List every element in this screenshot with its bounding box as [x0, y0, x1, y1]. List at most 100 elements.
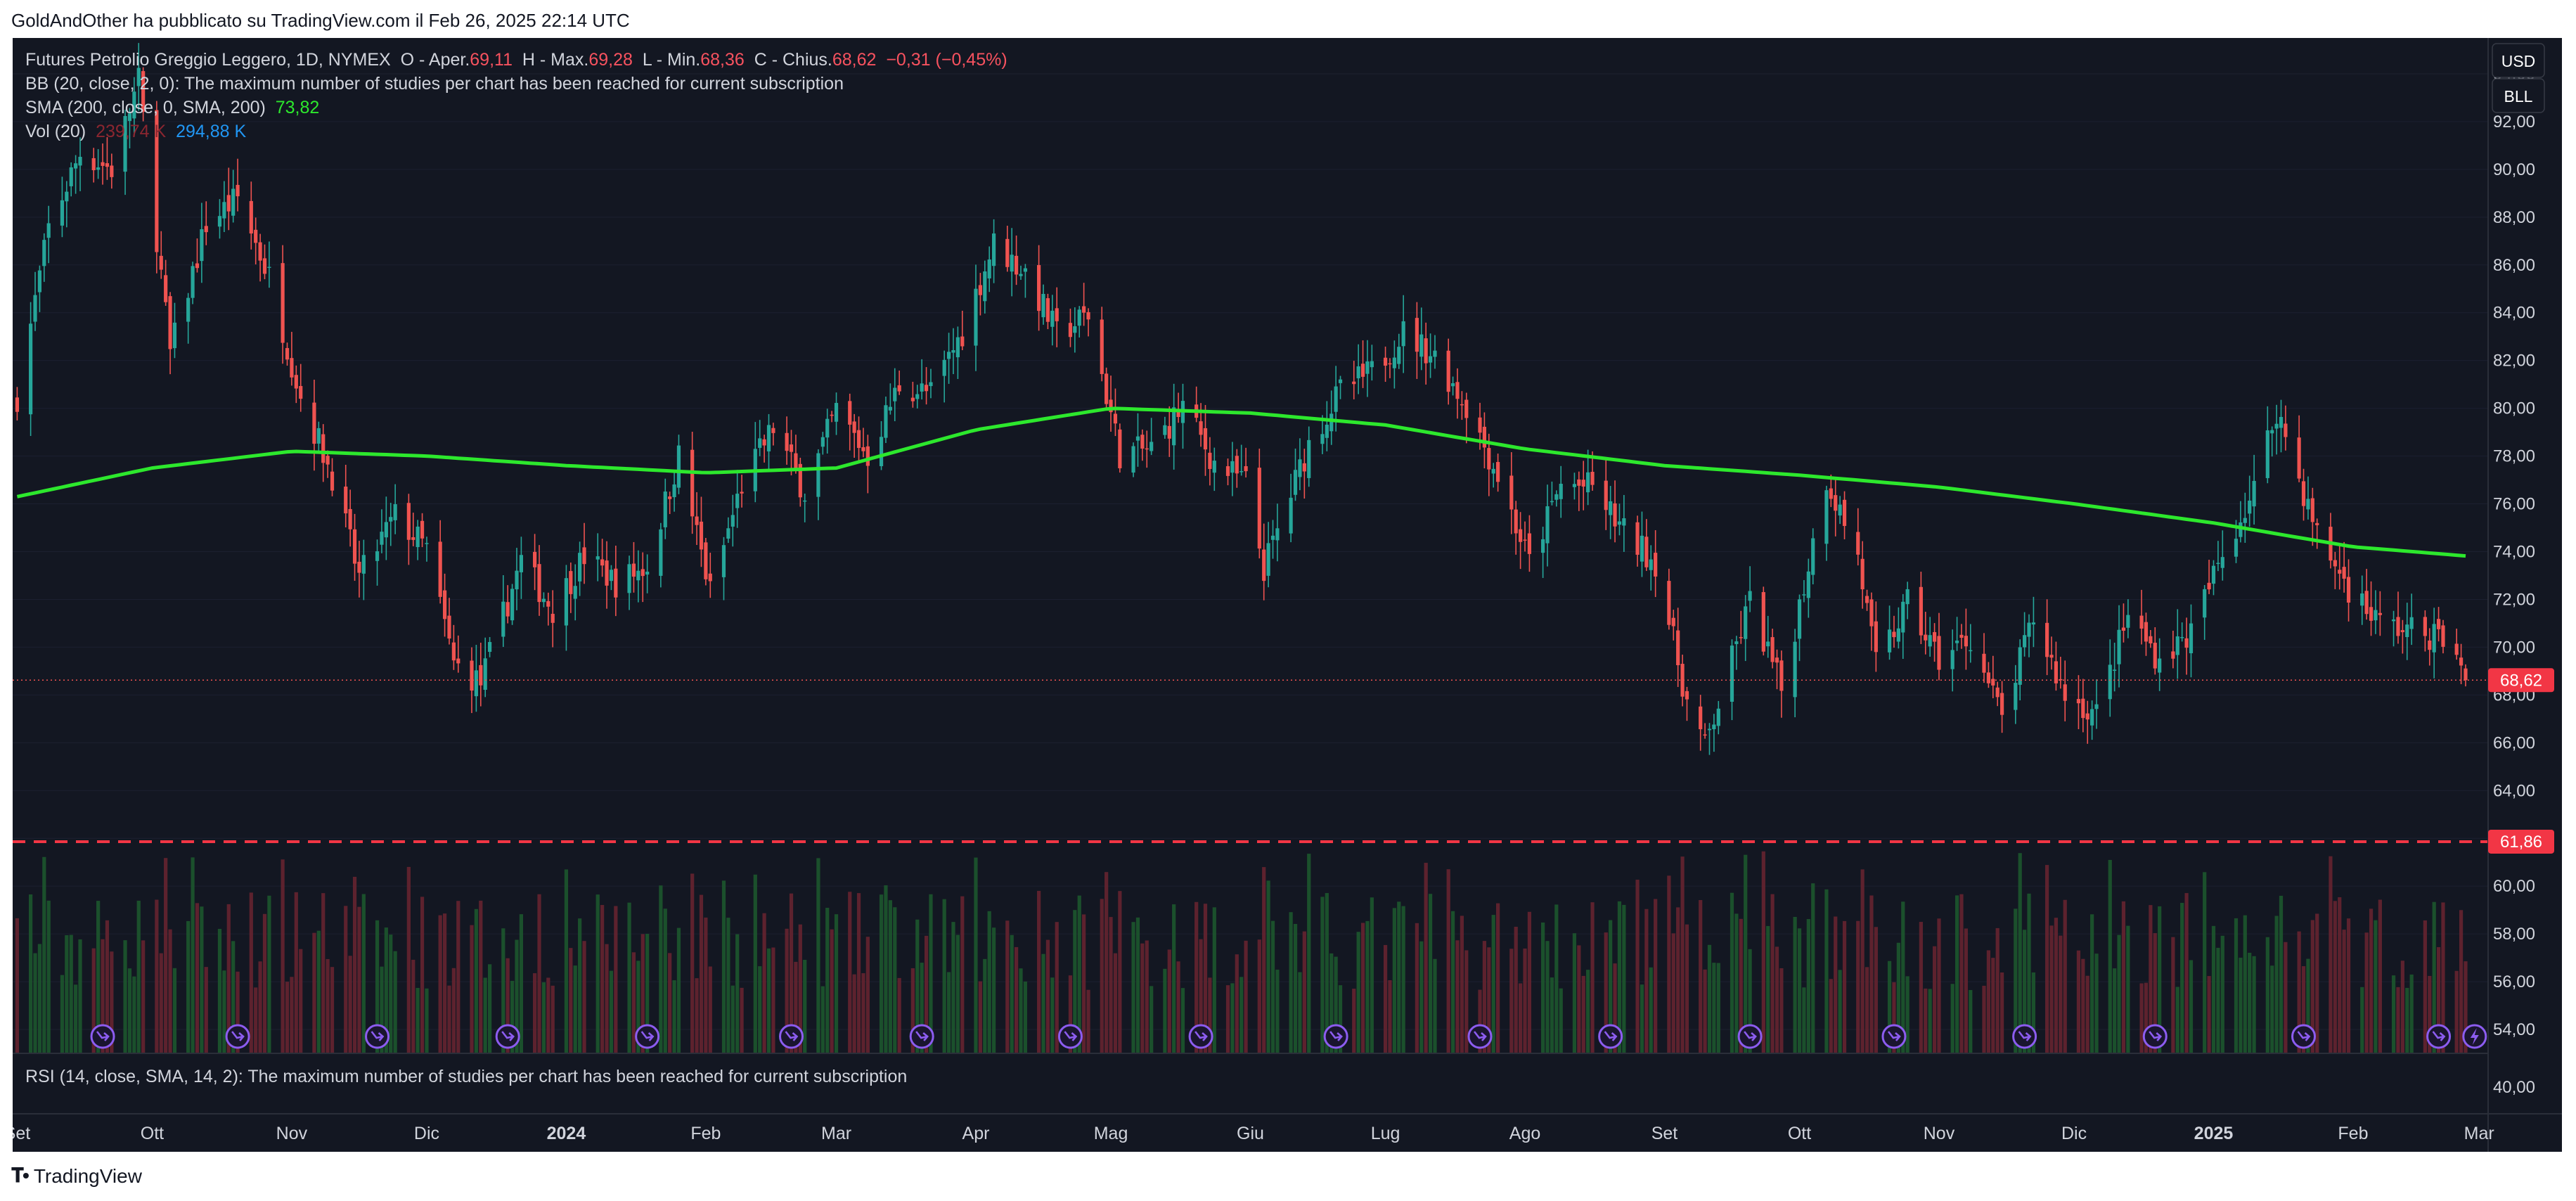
dividend-arrow-icon[interactable]	[1057, 1024, 1083, 1049]
candle-body	[2175, 636, 2179, 655]
volume-bar	[33, 953, 37, 1053]
candle-body	[226, 195, 231, 212]
candle-body	[2310, 498, 2314, 522]
candle-body	[1887, 629, 1892, 653]
dividend-arrow-icon[interactable]	[2291, 1024, 2317, 1049]
volume-bar	[1519, 983, 1523, 1053]
time-tick-label: Apr	[962, 1124, 990, 1143]
volume-bar	[1352, 989, 1356, 1053]
volume-bar	[231, 941, 236, 1053]
volume-bar	[2310, 920, 2314, 1053]
candle-body	[2423, 617, 2427, 636]
volume-bar	[1487, 947, 1491, 1053]
dividend-arrow-icon[interactable]	[1598, 1024, 1623, 1049]
volume-bar	[2248, 952, 2252, 1053]
candle-body	[1519, 529, 1523, 542]
dividend-arrow-icon[interactable]	[2012, 1024, 2037, 1049]
volume-bar	[1919, 922, 1923, 1053]
candle-body	[416, 526, 420, 548]
candle-body	[2153, 643, 2157, 669]
time-tick-label: Lug	[1371, 1124, 1400, 1143]
volume-bar	[2270, 965, 2274, 1053]
volume-bar	[2423, 920, 2427, 1053]
candle-body	[204, 226, 208, 233]
volume-bar	[1289, 912, 1293, 1053]
volume-bar	[2338, 897, 2342, 1053]
volume-bar	[1298, 972, 1302, 1053]
candle-body	[123, 115, 127, 172]
volume-bar	[789, 893, 794, 1053]
volume-bar	[1604, 932, 1608, 1053]
volume-bar	[2239, 957, 2243, 1053]
currency-box[interactable]: USD BLL	[2492, 43, 2545, 113]
candle-body	[1730, 646, 1734, 702]
volume-bar	[1586, 970, 1590, 1053]
open-value: 69,11	[470, 50, 513, 70]
volume-bar	[2464, 961, 2468, 1053]
volume-bar	[1455, 940, 1460, 1053]
candle-body	[910, 397, 915, 402]
dividend-arrow-icon[interactable]	[495, 1024, 520, 1049]
volume-bar	[1401, 906, 1405, 1053]
volume-bar	[1145, 940, 1149, 1053]
volume-bar	[820, 986, 825, 1053]
dividend-arrow-icon[interactable]	[1188, 1024, 1213, 1049]
volume-bar	[217, 928, 222, 1053]
candle-body	[352, 529, 357, 564]
candle-body	[1779, 660, 1784, 691]
candle-body	[1523, 539, 1527, 541]
dividend-arrow-icon[interactable]	[90, 1024, 115, 1049]
volume-bar	[1869, 895, 1874, 1053]
candle-body	[834, 403, 839, 422]
tradingview-logo[interactable]: 𝐓• TradingView	[11, 1164, 142, 1188]
volume-bar	[2400, 961, 2404, 1053]
volume-bar	[1797, 928, 1802, 1053]
volume-bar	[676, 927, 681, 1053]
candle-body	[1446, 350, 1450, 392]
volume-bar	[699, 894, 704, 1053]
candle-body	[1023, 268, 1028, 272]
dividend-arrow-icon[interactable]	[635, 1024, 660, 1049]
price-chart[interactable]: 94,0092,0090,0088,0086,0084,0082,0080,00…	[13, 38, 2562, 1152]
candle-body	[672, 484, 676, 498]
volume-bar	[2396, 987, 2400, 1053]
candle-body	[127, 113, 132, 122]
chart-frame[interactable]: 94,0092,0090,0088,0086,0084,0082,0080,00…	[13, 38, 2562, 1152]
volume-bar	[1275, 970, 1280, 1053]
volume-bar	[1266, 880, 1270, 1053]
currency-label: USD	[2501, 52, 2536, 70]
dividend-arrow-icon[interactable]	[225, 1024, 250, 1049]
volume-bar	[326, 958, 330, 1053]
lightning-icon[interactable]	[2462, 1024, 2487, 1049]
candle-body	[1865, 596, 1869, 603]
volume-bar	[1654, 899, 1658, 1053]
dividend-arrow-icon[interactable]	[1323, 1024, 1348, 1049]
dividend-arrow-icon[interactable]	[1467, 1024, 1493, 1049]
dividend-arrow-icon[interactable]	[2426, 1024, 2452, 1049]
candle-body	[830, 414, 834, 416]
volume-bar	[1744, 854, 1748, 1053]
dividend-arrow-icon[interactable]	[2142, 1024, 2168, 1049]
candle-body	[1302, 463, 1306, 472]
candle-body	[254, 229, 258, 243]
volume-bar	[1802, 987, 1806, 1053]
dividend-arrow-icon[interactable]	[1737, 1024, 1763, 1049]
candle-body	[451, 642, 456, 661]
volume-bar	[1959, 894, 1964, 1053]
candle-body	[321, 434, 326, 463]
time-tick-label: Dic	[2061, 1124, 2087, 1143]
volume-bar	[879, 894, 884, 1053]
volume-bar	[1073, 910, 1077, 1053]
volume-bar	[735, 934, 740, 1053]
volume-bar	[1176, 961, 1180, 1053]
candle-body	[285, 347, 290, 360]
candle-body	[1270, 535, 1275, 540]
volume-bar	[1527, 911, 1532, 1053]
volume-bar	[1450, 911, 1455, 1053]
volume-bar	[1149, 986, 1154, 1053]
dividend-arrow-icon[interactable]	[909, 1024, 934, 1049]
dividend-arrow-icon[interactable]	[779, 1024, 804, 1049]
volume-bar	[1446, 869, 1450, 1053]
dividend-arrow-icon[interactable]	[1881, 1024, 1907, 1049]
dividend-arrow-icon[interactable]	[365, 1024, 390, 1049]
